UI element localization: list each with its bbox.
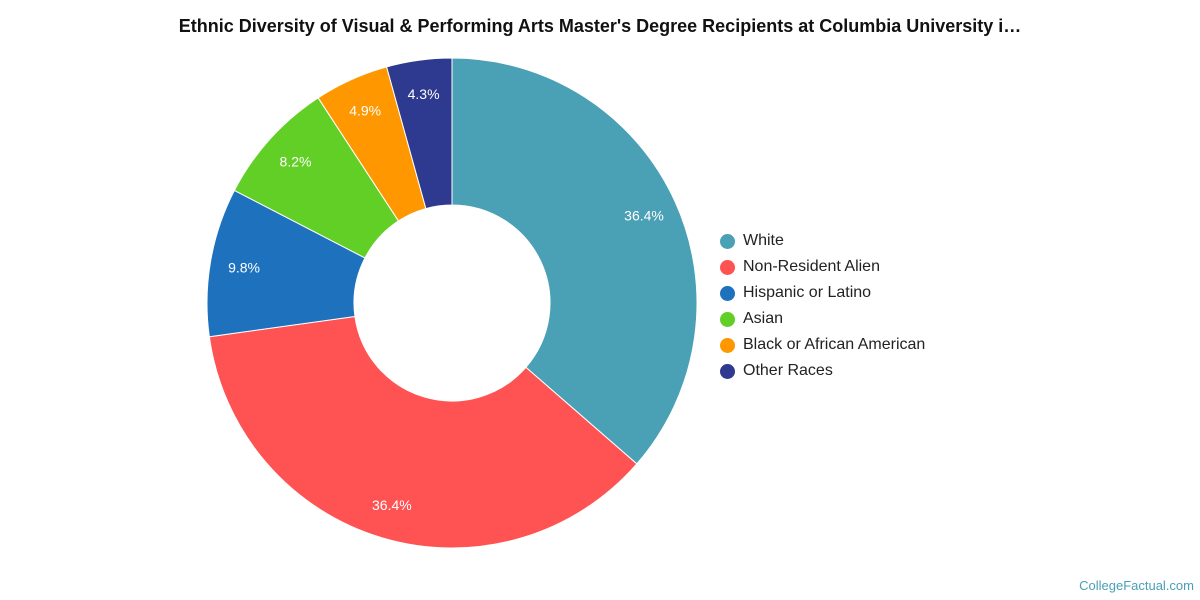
legend-item[interactable]: Non-Resident Alien [720, 254, 925, 280]
legend-swatch-icon [720, 285, 735, 301]
slice-value-label: 36.4% [624, 208, 664, 224]
slice-white[interactable] [451, 57, 698, 465]
chart-title: Ethnic Diversity of Visual & Performing … [178, 16, 1022, 36]
legend-swatch-icon [720, 233, 735, 249]
legend-label: Hispanic or Latino [743, 284, 872, 301]
slice-value-label: 4.3% [408, 86, 440, 102]
legend-label: Non-Resident Alien [743, 258, 880, 275]
legend-swatch-icon [720, 363, 735, 379]
legend-item[interactable]: Black or African American [720, 332, 925, 358]
slice-non-resident-alien[interactable] [208, 315, 638, 549]
slice-value-label: 8.2% [280, 153, 312, 169]
slice-value-label: 36.4% [372, 497, 412, 513]
slice-value-label: 4.9% [349, 103, 381, 119]
legend-label: Black or African American [743, 336, 926, 353]
credit-link[interactable]: CollegeFactual.com [1079, 578, 1194, 593]
legend-item[interactable]: Other Races [720, 358, 925, 384]
legend-item[interactable]: Hispanic or Latino [720, 280, 925, 306]
slice-value-label: 9.8% [228, 259, 260, 275]
legend-swatch-icon [720, 259, 735, 275]
legend-label: Other Races [743, 362, 833, 379]
slice-other-races[interactable] [385, 57, 453, 210]
legend-item[interactable]: Asian [720, 306, 925, 332]
legend-label: White [743, 232, 784, 249]
legend-label: Asian [743, 310, 784, 327]
chart-legend: White Non-Resident Alien Hispanic or Latin… [720, 228, 925, 384]
legend-item[interactable]: White [720, 228, 925, 254]
legend-swatch-icon [720, 311, 735, 327]
legend-swatch-icon [720, 337, 735, 353]
